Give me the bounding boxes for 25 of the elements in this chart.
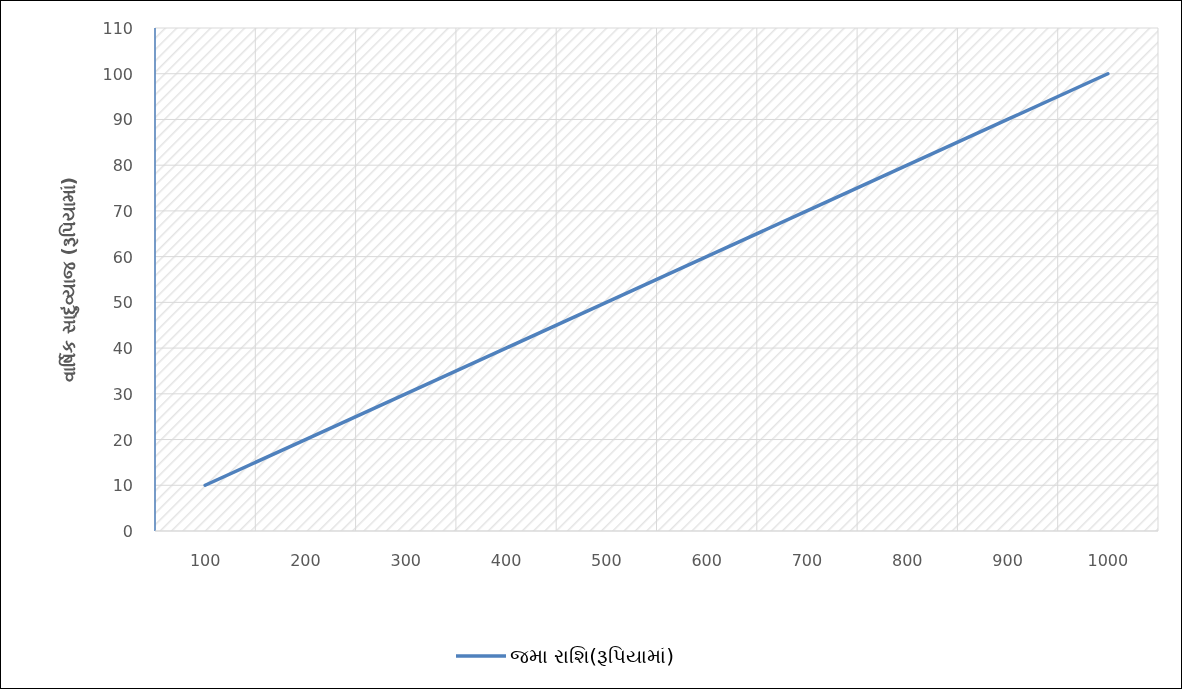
x-tick-label: 500 (591, 551, 622, 570)
x-tick-label: 900 (992, 551, 1023, 570)
y-tick-label: 90 (112, 110, 133, 130)
y-tick-label: 40 (112, 339, 133, 359)
x-tick-label: 1000 (1087, 551, 1129, 570)
y-tick-label: 80 (112, 156, 133, 176)
y-tick-label: 0 (122, 522, 133, 541)
y-tick-label: 70 (112, 201, 133, 221)
legend-label: જમા રાશિ(રૂપિયામાં) (510, 644, 674, 668)
x-tick-label: 800 (891, 551, 923, 570)
x-tick-label: 300 (390, 551, 422, 570)
x-tick-label: 700 (791, 551, 823, 570)
x-tick-label: 400 (490, 551, 522, 570)
x-tick-label: 100 (189, 551, 221, 570)
y-tick-label: 50 (112, 293, 133, 313)
y-tick-label: 110 (102, 19, 133, 38)
y-tick-label: 20 (112, 430, 133, 450)
y-tick-label: 60 (112, 247, 133, 267)
x-tick-label: 600 (691, 551, 722, 570)
y-axis-title: વાર્ષિક સાદુંવ્યાજ (રૂપિયામાં) (58, 177, 80, 382)
y-tick-label: 100 (102, 64, 133, 84)
line-series (203, 71, 1110, 488)
y-tick-label: 30 (112, 384, 133, 404)
y-tick-label: 10 (112, 476, 133, 496)
x-tick-label: 200 (290, 551, 321, 570)
